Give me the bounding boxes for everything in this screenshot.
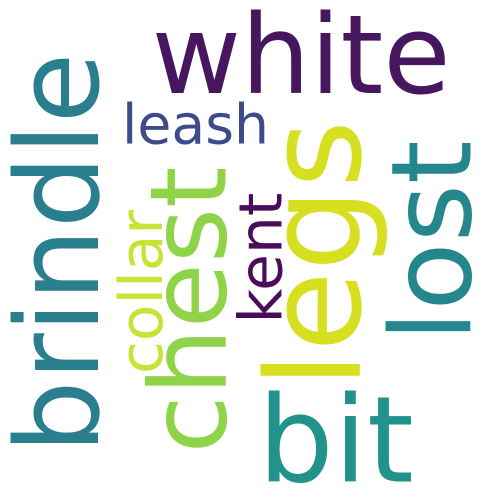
word-lost: lost	[366, 140, 497, 342]
word-brindle: brindle	[0, 52, 126, 453]
word-collar: collar	[107, 209, 177, 374]
word-bit: bit	[257, 369, 415, 500]
word-kent: kent	[227, 192, 297, 323]
word-leash: leash	[121, 93, 269, 158]
word-white: white	[151, 0, 451, 120]
